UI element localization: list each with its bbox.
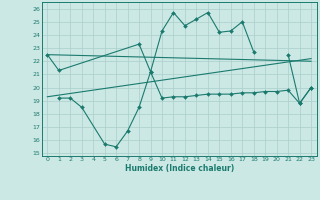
X-axis label: Humidex (Indice chaleur): Humidex (Indice chaleur) — [124, 164, 234, 173]
